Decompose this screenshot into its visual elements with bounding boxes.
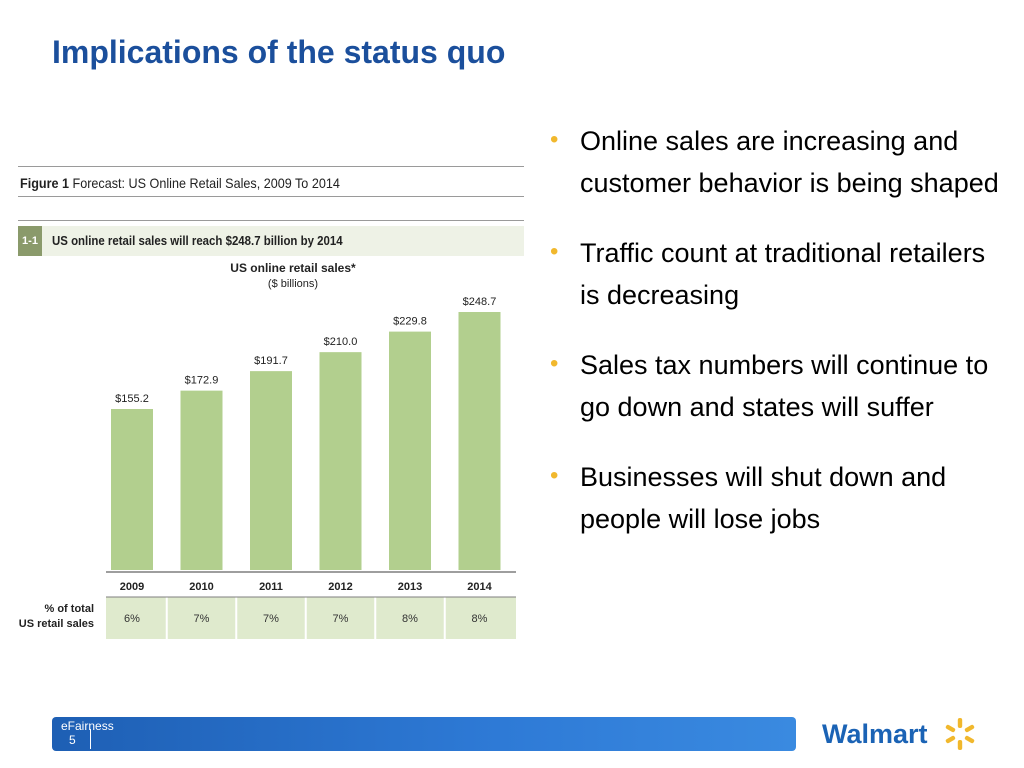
- bullet-text: Sales tax numbers will continue to go do…: [580, 350, 989, 422]
- x-tick-label: 2013: [398, 581, 422, 593]
- page-number: 5: [69, 733, 76, 747]
- x-tick-label: 2009: [120, 581, 144, 593]
- walmart-logo: Walmart: [822, 718, 975, 750]
- table-cell: 8%: [472, 613, 488, 625]
- slide-title: Implications of the status quo: [52, 34, 506, 70]
- chart-subtitle: ($ billions): [268, 278, 318, 290]
- data-label: $210.0: [324, 336, 358, 348]
- bullet-list: • Online sales are increasing and custome…: [548, 120, 1008, 568]
- data-label: $248.7: [463, 296, 497, 308]
- chart-figure: Figure 1 Forecast: US Online Retail Sale…: [18, 160, 528, 650]
- table-cell: 7%: [333, 613, 349, 625]
- bar: [389, 331, 431, 570]
- figure-top-rule: [18, 166, 524, 167]
- data-label: $229.8: [393, 316, 427, 328]
- bullet-dot-icon: •: [550, 238, 559, 265]
- bullet-dot-icon: •: [550, 350, 559, 377]
- x-tick-label: 2012: [328, 581, 352, 593]
- bullet-text: Online sales are increasing and customer…: [580, 126, 999, 198]
- footer-label: eFairness: [61, 719, 114, 733]
- bullet-item: • Online sales are increasing and custome…: [548, 120, 1008, 204]
- footer-bar: eFairness 5: [52, 717, 796, 751]
- bullet-item: • Traffic count at traditional retailers …: [548, 232, 1008, 316]
- table-cell: 7%: [194, 613, 210, 625]
- table-row-label: % of total: [45, 603, 95, 615]
- bullet-text: Businesses will shut down and people wil…: [580, 462, 947, 534]
- footer-divider: [90, 729, 91, 749]
- figure-title: Figure 1 Forecast: US Online Retail Sale…: [20, 175, 340, 191]
- figure-rule-2: [18, 220, 524, 221]
- table-cell: 6%: [124, 613, 140, 625]
- subfigure-title: US online retail sales will reach $248.7…: [52, 233, 343, 248]
- table-cell: 7%: [263, 613, 279, 625]
- data-label: $172.9: [185, 375, 219, 387]
- bullet-dot-icon: •: [550, 462, 559, 489]
- figure-label: Figure 1: [20, 175, 70, 191]
- table-cell: 8%: [402, 613, 418, 625]
- bullet-dot-icon: •: [550, 126, 559, 153]
- chart-title: US online retail sales*: [230, 261, 356, 275]
- bullet-item: • Sales tax numbers will continue to go d…: [548, 344, 1008, 428]
- data-label: $155.2: [115, 393, 149, 405]
- x-tick-label: 2014: [467, 581, 492, 593]
- bar-chart: US online retail sales* ($ billions) % of …: [19, 261, 516, 639]
- figure-title-text: Forecast: US Online Retail Sales, 2009 T…: [72, 175, 340, 191]
- bar: [180, 390, 223, 570]
- figure-rule: [18, 196, 524, 197]
- subfigure-number: 1-1: [18, 226, 42, 256]
- bullet-item: • Businesses will shut down and people wi…: [548, 456, 1008, 540]
- x-tick-label: 2010: [189, 581, 213, 593]
- x-tick-label: 2011: [259, 581, 283, 593]
- logo-text: Walmart: [822, 719, 928, 749]
- spark-icon: [945, 718, 975, 750]
- bar: [111, 408, 153, 570]
- bullet-text: Traffic count at traditional retailers i…: [580, 238, 986, 310]
- bar: [319, 352, 362, 570]
- bar: [250, 371, 292, 570]
- table-row-background: [106, 597, 516, 639]
- bar: [458, 312, 501, 570]
- table-row-label: US retail sales: [19, 618, 94, 630]
- subfigure-header: 1-1 US online retail sales will reach $2…: [18, 226, 524, 256]
- data-label: $191.7: [254, 355, 288, 367]
